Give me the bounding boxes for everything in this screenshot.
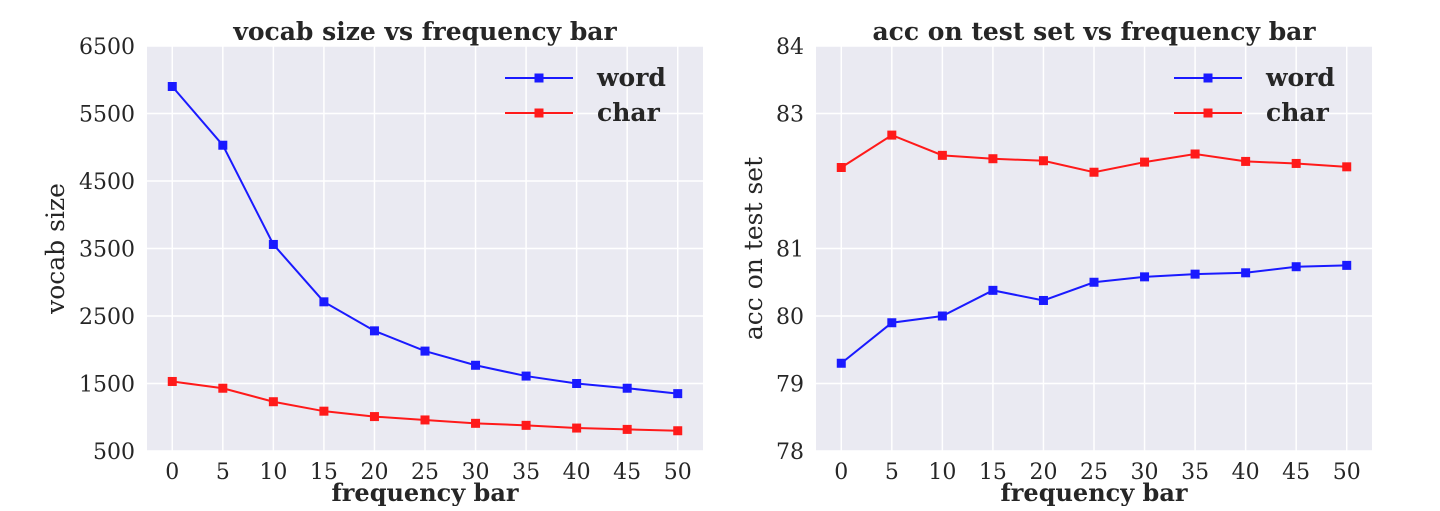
data-point-word xyxy=(622,383,632,393)
x-tick-label: 20 xyxy=(360,460,388,485)
data-point-word xyxy=(268,239,278,249)
data-point-word xyxy=(1190,269,1200,279)
data-point-char xyxy=(167,376,177,386)
y-tick-label: 6500 xyxy=(79,35,135,60)
x-tick-label: 35 xyxy=(1181,460,1209,485)
data-point-char xyxy=(521,420,531,430)
y-axis-label: vocab size xyxy=(41,183,70,315)
data-point-word xyxy=(471,360,481,370)
y-tick-label: 80 xyxy=(776,305,804,330)
data-point-word xyxy=(937,311,947,321)
data-point-char xyxy=(1342,162,1352,172)
x-tick-label: 40 xyxy=(563,460,591,485)
y-tick-label: 81 xyxy=(776,238,804,263)
y-tick-label: 2500 xyxy=(79,305,135,330)
x-tick-label: 10 xyxy=(928,460,956,485)
legend-marker-char xyxy=(1203,108,1213,118)
x-tick-label: 30 xyxy=(1131,460,1159,485)
data-point-word xyxy=(1140,272,1150,282)
x-tick-label: 25 xyxy=(411,460,439,485)
data-point-word xyxy=(1089,277,1099,287)
data-point-char xyxy=(369,412,379,422)
x-tick-label: 25 xyxy=(1080,460,1108,485)
y-tick-label: 79 xyxy=(776,373,804,398)
legend-marker-char xyxy=(534,108,544,118)
legend: word char xyxy=(505,63,666,127)
x-tick-label: 30 xyxy=(462,460,490,485)
x-tick-label: 15 xyxy=(310,460,338,485)
data-point-char xyxy=(1089,167,1099,177)
y-tick-label: 78 xyxy=(776,440,804,465)
x-tick-label: 15 xyxy=(979,460,1007,485)
chart-1: 500 1500 2500 3500 4500 5500 6500 0 5 10 15 20 25 30 3… xyxy=(41,17,703,507)
x-tick-label: 0 xyxy=(834,460,848,485)
data-point-word xyxy=(836,358,846,368)
y-tick-label: 500 xyxy=(93,440,135,465)
y-tick-label: 83 xyxy=(776,103,804,128)
data-point-char xyxy=(1190,149,1200,159)
data-point-word xyxy=(887,318,897,328)
x-axis-label: frequency bar xyxy=(331,478,518,506)
y-tick-label: 84 xyxy=(776,35,804,60)
x-tick-label: 10 xyxy=(259,460,287,485)
data-point-char xyxy=(218,383,228,393)
data-point-char xyxy=(1291,158,1301,168)
data-point-char xyxy=(622,424,632,434)
x-tick-label: 45 xyxy=(1282,460,1310,485)
x-tick-label: 50 xyxy=(1333,460,1361,485)
data-point-char xyxy=(319,406,329,416)
data-point-char xyxy=(420,415,430,425)
data-point-word xyxy=(1342,260,1352,270)
y-tick-label: 5500 xyxy=(79,103,135,128)
chart-title: acc on test set vs frequency bar xyxy=(872,17,1316,46)
data-point-word xyxy=(673,389,683,399)
x-tick-label: 5 xyxy=(885,460,899,485)
data-point-word xyxy=(521,371,531,381)
legend: word char xyxy=(1174,63,1335,127)
x-tick-label: 35 xyxy=(512,460,540,485)
x-axis-label: frequency bar xyxy=(1000,478,1187,506)
y-tick-label: 4500 xyxy=(79,170,135,195)
data-point-word xyxy=(572,379,582,388)
data-point-word xyxy=(420,346,430,356)
data-point-char xyxy=(1241,156,1251,166)
data-point-word xyxy=(1291,262,1301,272)
x-tick-label: 0 xyxy=(165,460,179,485)
y-axis-label: acc on test set xyxy=(739,157,768,340)
x-tick-label: 45 xyxy=(613,460,641,485)
legend-label-word: word xyxy=(596,63,666,92)
data-point-char xyxy=(1140,157,1150,167)
data-point-word xyxy=(319,297,329,307)
data-point-word xyxy=(218,140,228,150)
data-point-word xyxy=(369,326,379,336)
data-point-word xyxy=(988,285,998,295)
chart-title: vocab size vs frequency bar xyxy=(232,17,617,46)
data-point-char xyxy=(673,426,683,436)
x-tick-label: 20 xyxy=(1029,460,1057,485)
legend-marker-word xyxy=(534,73,544,83)
data-point-char xyxy=(268,397,278,407)
x-tick-label: 50 xyxy=(664,460,692,485)
y-tick-label: 1500 xyxy=(79,373,135,398)
data-point-char xyxy=(836,163,846,172)
legend-marker-word xyxy=(1203,73,1213,83)
data-point-char xyxy=(1038,156,1048,166)
legend-label-char: char xyxy=(597,98,661,127)
data-point-char xyxy=(471,418,481,428)
data-point-char xyxy=(572,423,582,433)
data-point-word xyxy=(1241,268,1251,278)
chart-2: 78 79 80 81 83 84 0 5 10 15 20 25 30 35 40 45 50 acc on t… xyxy=(739,17,1372,507)
legend-label-char: char xyxy=(1266,98,1330,127)
data-point-word xyxy=(1038,295,1048,305)
data-point-word xyxy=(167,82,177,91)
y-tick-label: 3500 xyxy=(79,238,135,263)
legend-label-word: word xyxy=(1265,63,1335,92)
x-tick-label: 5 xyxy=(216,460,230,485)
data-point-char xyxy=(887,130,897,140)
data-point-char xyxy=(937,150,947,160)
data-point-char xyxy=(988,154,998,164)
x-tick-label: 40 xyxy=(1232,460,1260,485)
